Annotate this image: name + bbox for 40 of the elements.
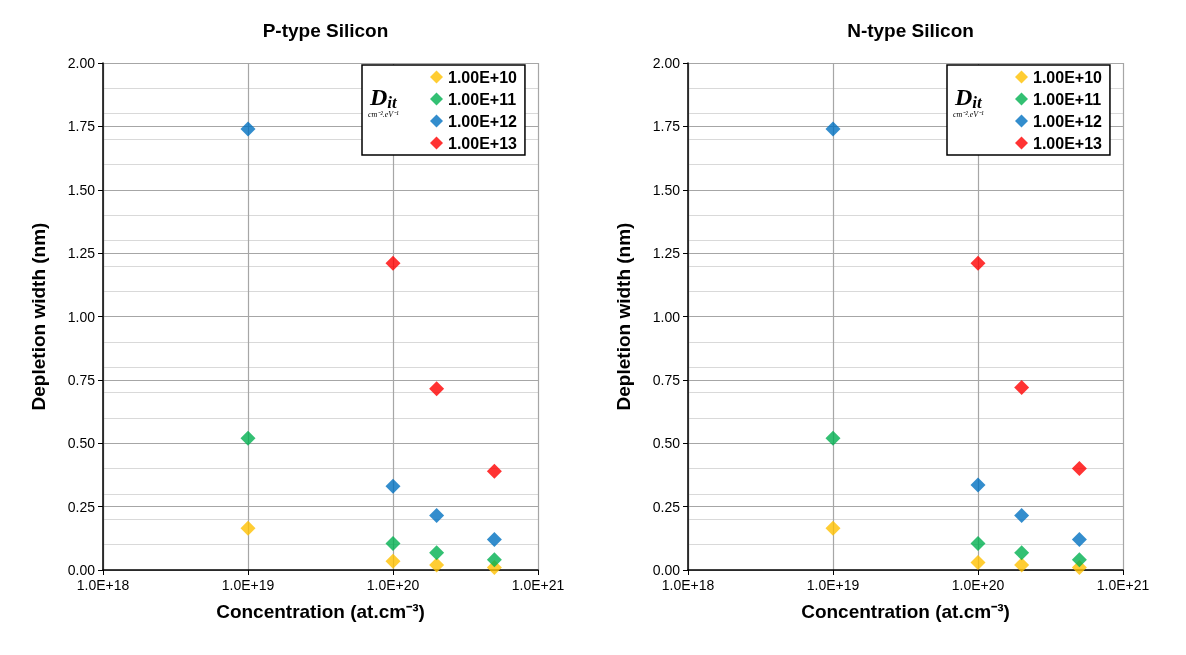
chart-title: N-type Silicon (847, 20, 974, 41)
y-tick-label: 0.00 (67, 562, 96, 578)
x-tick-label: 1.0E+20 (951, 577, 1005, 593)
legend-label: 1.00E+10 (448, 68, 518, 86)
x-tick-label: 1.0E+18 (76, 577, 130, 593)
y-tick-label: 1.75 (652, 118, 681, 135)
y-tick-label: 2.00 (67, 55, 96, 71)
x-axis-title: Concentration (at.cm⁻³) (801, 601, 1010, 622)
y-axis-title: Depletion width (nm) (28, 222, 49, 411)
y-tick-label: 1.25 (67, 245, 96, 262)
x-tick-label: 1.0E+18 (661, 577, 715, 593)
y-tick-label: 1.25 (652, 245, 681, 262)
y-tick-label: 0.50 (67, 435, 96, 452)
x-tick-label: 1.0E+21 (1096, 577, 1150, 593)
y-tick-label: 0.75 (67, 371, 96, 388)
legend-label: 1.00E+13 (448, 134, 518, 152)
y-tick-label: 0.50 (652, 435, 681, 452)
y-tick-label: 2.00 (652, 55, 681, 71)
x-tick-label: 1.0E+19 (806, 577, 860, 593)
x-tick-label: 1.0E+20 (366, 577, 420, 593)
legend-label: 1.00E+13 (1033, 134, 1103, 152)
y-tick-label: 1.50 (652, 181, 681, 198)
legend-label: 1.00E+11 (1033, 90, 1102, 108)
y-tick-label: 1.00 (652, 308, 681, 325)
x-axis-title: Concentration (at.cm⁻³) (216, 601, 425, 622)
legend-label: 1.00E+10 (1033, 68, 1103, 86)
x-tick-label: 1.0E+19 (221, 577, 275, 593)
y-tick-label: 0.25 (652, 498, 681, 515)
y-tick-label: 0.75 (652, 371, 681, 388)
legend-label: 1.00E+12 (1033, 112, 1103, 130)
x-tick-label: 1.0E+21 (511, 577, 565, 593)
y-tick-label: 1.00 (67, 308, 96, 325)
chart-title: P-type Silicon (262, 20, 389, 41)
legend-label: 1.00E+11 (448, 90, 517, 108)
legend-label: 1.00E+12 (448, 112, 518, 130)
y-tick-label: 1.50 (67, 181, 96, 198)
y-axis-title: Depletion width (nm) (613, 222, 634, 411)
y-tick-label: 1.75 (67, 118, 96, 135)
y-tick-label: 0.00 (652, 562, 681, 578)
y-tick-label: 0.25 (67, 498, 96, 515)
